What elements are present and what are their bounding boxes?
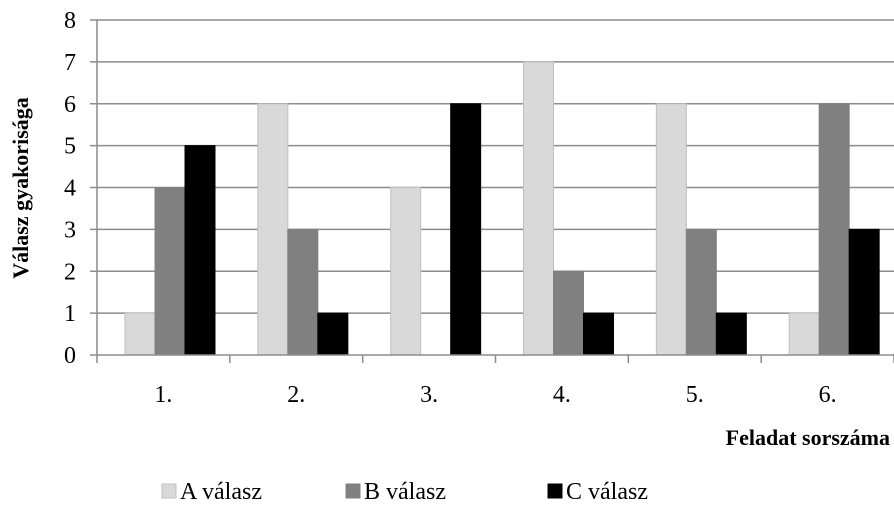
x-tick-label: 5. [686, 382, 704, 408]
bar [287, 228, 319, 356]
bar [154, 187, 186, 356]
gridlines [90, 19, 894, 356]
y-axis-title: Válasz gyakorisága [8, 97, 33, 279]
bar [848, 228, 880, 356]
x-tick-label: 4. [553, 382, 571, 408]
bar [788, 312, 820, 356]
bar [715, 312, 747, 356]
bar [257, 103, 289, 356]
x-axis-title: Feladat sorszáma [726, 425, 890, 450]
legend-label: B válasz [364, 479, 446, 505]
legend-label: A válasz [180, 479, 262, 505]
y-tick-label: 1 [64, 301, 76, 327]
x-tick-label: 2. [287, 382, 305, 408]
x-tick-label: 3. [420, 382, 438, 408]
bar [553, 270, 584, 356]
legend-label: C válasz [566, 479, 648, 505]
y-tick-label: 5 [64, 134, 76, 160]
y-tick-label: 2 [64, 259, 76, 285]
x-tick-label: 6. [819, 382, 837, 408]
y-tick-label: 4 [64, 176, 76, 202]
y-tick-label: 3 [64, 217, 76, 243]
y-tick-labels: 0 1 2 3 4 5 6 7 8 [64, 8, 76, 369]
legend: A válasz B válasz C válasz [161, 479, 648, 505]
bar [390, 187, 422, 356]
bar [523, 61, 554, 356]
x-tick-labels: 1. 2. 3. 4. 5. 6. [154, 382, 836, 408]
legend-swatch [161, 483, 177, 499]
bar [184, 145, 216, 356]
y-tick-label: 7 [64, 50, 76, 76]
bar [655, 103, 687, 356]
bar [124, 312, 156, 356]
bar [450, 103, 482, 356]
legend-swatch [345, 483, 361, 499]
y-tick-label: 6 [64, 92, 76, 118]
bar [818, 103, 850, 356]
bar [583, 312, 614, 356]
y-tick-label: 0 [64, 343, 76, 369]
y-tick-label: 8 [64, 8, 76, 34]
x-tick-label: 1. [154, 382, 172, 408]
bar [317, 312, 349, 356]
legend-swatch [547, 483, 563, 499]
axes [96, 20, 894, 363]
bar [685, 228, 717, 356]
bars [124, 61, 880, 356]
